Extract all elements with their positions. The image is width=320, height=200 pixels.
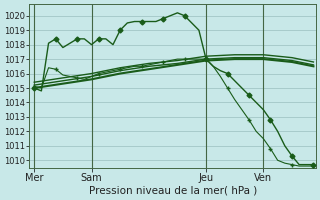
X-axis label: Pression niveau de la mer( hPa ): Pression niveau de la mer( hPa ) (89, 186, 257, 196)
